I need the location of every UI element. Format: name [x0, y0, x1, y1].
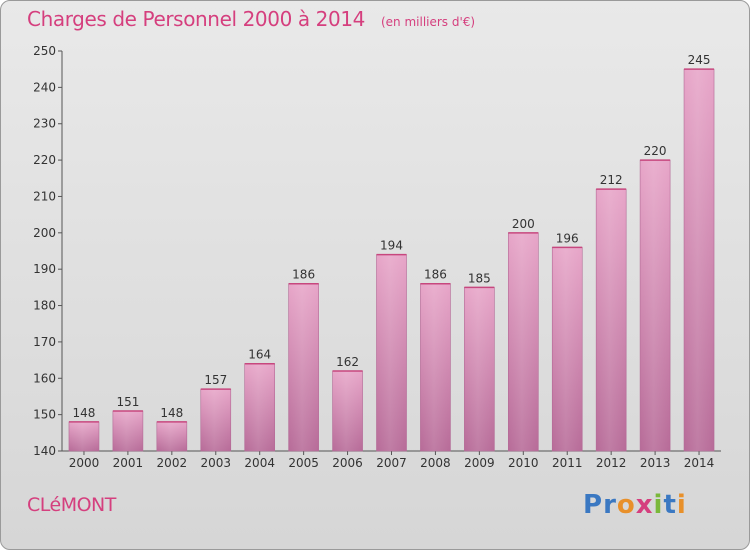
- y-tick-label: 170: [33, 335, 56, 349]
- y-tick-label: 190: [33, 262, 56, 276]
- x-tick-label: 2010: [508, 456, 539, 470]
- x-tick-label: 2003: [200, 456, 231, 470]
- y-tick-label: 230: [33, 117, 56, 131]
- logo-letter: P: [583, 490, 604, 520]
- logo-letter: o: [616, 490, 636, 520]
- data-label: 200: [512, 217, 535, 231]
- logo-letter: r: [603, 490, 617, 520]
- data-label: 212: [600, 173, 623, 187]
- y-tick-label: 210: [33, 189, 56, 203]
- place-name: CLéMONT: [27, 494, 116, 516]
- bar-shine: [552, 247, 583, 451]
- data-labels: 148 151 148 157 164 186 162 194 186 185 200 196 212 2…: [73, 53, 711, 420]
- data-label: 151: [116, 395, 139, 409]
- x-tick-label: 2014: [684, 456, 715, 470]
- x-tick-label: 2006: [332, 456, 363, 470]
- logo-letter: i: [653, 490, 664, 520]
- y-tick-label: 160: [33, 371, 56, 385]
- bar-shine: [508, 232, 539, 451]
- x-tick-label: 2005: [288, 456, 319, 470]
- x-tick-label: 2009: [464, 456, 495, 470]
- logo-letter: t: [663, 490, 677, 520]
- bar-shine: [640, 160, 671, 451]
- data-label: 164: [248, 348, 271, 362]
- bar-shine: [684, 69, 715, 451]
- y-tick-label: 150: [33, 408, 56, 422]
- data-label: 194: [380, 239, 403, 253]
- y-tick-label: 220: [33, 153, 56, 167]
- bar-shine: [332, 371, 363, 451]
- data-label: 186: [424, 268, 447, 282]
- bar-shine: [244, 363, 275, 451]
- bar-shine: [200, 389, 231, 451]
- proxiti-logo: Proxiti: [583, 490, 687, 520]
- y-tick-label: 250: [33, 44, 56, 58]
- data-label: 148: [73, 406, 96, 420]
- y-tick-label: 240: [33, 80, 56, 94]
- y-tick-label: 180: [33, 299, 56, 313]
- data-label: 157: [204, 373, 227, 387]
- x-tick-label: 2012: [596, 456, 627, 470]
- x-tick-label: 2001: [113, 456, 144, 470]
- data-label: 220: [644, 144, 667, 158]
- data-label: 185: [468, 271, 491, 285]
- logo-letter: x: [635, 490, 654, 520]
- bar-shine: [156, 421, 187, 451]
- bar-shine: [464, 287, 495, 451]
- title-row: Charges de Personnel 2000 à 2014 (en mill…: [27, 7, 475, 31]
- x-tick-label: 2008: [420, 456, 451, 470]
- data-label: 148: [160, 406, 183, 420]
- bar-shine: [596, 189, 627, 451]
- x-tick-label: 2013: [640, 456, 671, 470]
- bar-shine: [112, 411, 143, 451]
- x-tick-label: 2002: [157, 456, 188, 470]
- x-tick-label: 2000: [69, 456, 100, 470]
- bar-shine: [68, 421, 99, 451]
- logo-letter: i: [676, 490, 687, 520]
- chart-subtitle: (en milliers d'€): [380, 15, 476, 29]
- bars: [68, 68, 715, 452]
- x-tick-label: 2004: [244, 456, 275, 470]
- bar-shine: [420, 283, 451, 451]
- data-label: 162: [336, 355, 359, 369]
- data-label: 196: [556, 231, 579, 245]
- data-label: 186: [292, 268, 315, 282]
- chart-title: Charges de Personnel 2000 à 2014: [27, 7, 365, 31]
- axes: 140 150 160 170 180 190 200 210 220 230 240 250 2000…: [33, 44, 721, 470]
- bar-shine: [376, 254, 407, 451]
- x-tick-label: 2007: [376, 456, 407, 470]
- data-label: 245: [688, 53, 711, 67]
- y-tick-label: 200: [33, 226, 56, 240]
- bar-shine: [288, 283, 319, 451]
- x-tick-label: 2011: [552, 456, 583, 470]
- y-tick-label: 140: [33, 444, 56, 458]
